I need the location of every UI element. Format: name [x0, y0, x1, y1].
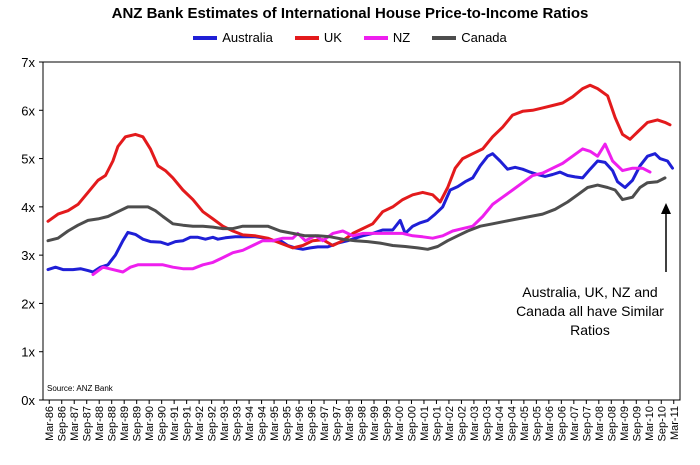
x-tick-label: Sep-05 [531, 406, 543, 441]
x-tick-label: Mar-94 [244, 406, 256, 441]
chart-title: ANZ Bank Estimates of International Hous… [111, 5, 589, 22]
x-tick-label: Mar-95 [269, 406, 281, 441]
source-note: Source: ANZ Bank [47, 384, 113, 393]
series-line-nz [91, 142, 652, 276]
x-tick-label: Mar-97 [319, 406, 331, 441]
annotation-text: Australia, UK, NZ and Canada all have Si… [505, 283, 675, 340]
series-line-uk [46, 83, 672, 250]
y-tick-label: 6x [21, 103, 35, 118]
x-tick-label: Mar-92 [194, 406, 206, 441]
x-tick-label: Mar-09 [619, 406, 631, 441]
y-tick-label: 0x [21, 393, 35, 408]
x-tick-label: Sep-09 [631, 406, 643, 441]
x-tick-label: Sep-94 [257, 406, 269, 441]
y-tick-label: 7x [21, 55, 35, 70]
legend-swatch-canada [432, 35, 457, 40]
x-tick-label: Mar-99 [369, 406, 381, 441]
y-tick-label: 4x [21, 200, 35, 215]
legend-item-nz: NZ [363, 30, 411, 45]
x-tick-label: Sep-00 [406, 406, 418, 441]
x-tick-label: Mar-89 [119, 406, 131, 441]
x-tick-label: Sep-95 [282, 406, 294, 441]
x-tick-label: Mar-08 [594, 406, 606, 441]
x-tick-label: Mar-10 [644, 406, 656, 441]
x-tick-label: Sep-91 [182, 406, 194, 441]
x-tick-label: Sep-88 [107, 406, 119, 441]
x-tick-label: Mar-07 [569, 406, 581, 441]
legend-swatch-nz [363, 35, 388, 40]
legend-swatch-uk [294, 35, 319, 40]
x-tick-label: Sep-04 [506, 406, 518, 441]
y-tick-label: 5x [21, 152, 35, 167]
x-tick-label: Sep-92 [207, 406, 219, 441]
x-tick-label: Sep-07 [581, 406, 593, 441]
x-tick-label: Sep-99 [381, 406, 393, 441]
x-tick-label: Sep-97 [332, 406, 344, 441]
legend-item-canada: Canada [432, 30, 507, 45]
legend-label-uk: UK [323, 30, 342, 45]
legend-swatch-australia [193, 35, 218, 40]
x-tick-label: Sep-01 [431, 406, 443, 441]
y-tick-label: 2x [21, 296, 35, 311]
x-tick-label: Mar-01 [419, 406, 431, 441]
legend-item-uk: UK [294, 30, 342, 45]
legend-item-australia: Australia [193, 30, 273, 45]
x-tick-label: Sep-10 [656, 406, 668, 441]
x-tick-label: Sep-96 [307, 406, 319, 441]
x-tick-label: Mar-87 [69, 406, 81, 441]
x-tick-label: Sep-86 [57, 406, 69, 441]
x-tick-label: Sep-02 [456, 406, 468, 441]
x-tick-label: Mar-03 [469, 406, 481, 441]
x-tick-label: Sep-08 [606, 406, 618, 441]
legend-label-nz: NZ [392, 30, 411, 45]
x-tick-label: Mar-00 [394, 406, 406, 441]
y-tick-label: 1x [21, 345, 35, 360]
x-tick-label: Mar-05 [519, 406, 531, 441]
plot-border [42, 61, 681, 401]
x-tick-label: Mar-06 [544, 406, 556, 441]
x-tick-label: Mar-11 [669, 406, 681, 440]
annotation-line-1: Australia, UK, NZ and [522, 284, 658, 300]
annotation-line-3: Ratios [570, 322, 610, 338]
x-tick-label: Mar-91 [169, 406, 181, 441]
legend: Australia UK NZ Canada [0, 30, 700, 45]
x-tick-label: Sep-90 [157, 406, 169, 441]
x-tick-label: Sep-03 [481, 406, 493, 441]
x-tick-label: Mar-98 [344, 406, 356, 441]
x-tick-label: Mar-88 [94, 406, 106, 441]
x-tick-label: Mar-93 [219, 406, 231, 441]
y-tick-label: 3x [21, 248, 35, 263]
x-tick-label: Sep-89 [132, 406, 144, 441]
series-line-canada [46, 176, 667, 251]
x-tick-label: Mar-90 [144, 406, 156, 441]
x-tick-label: Mar-96 [294, 406, 306, 441]
x-tick-label: Mar-04 [494, 406, 506, 441]
annotation-line-2: Canada all have Similar [516, 303, 664, 319]
legend-label-canada: Canada [461, 30, 507, 45]
annotation-arrow-head [661, 203, 671, 214]
x-tick-label: Sep-06 [556, 406, 568, 441]
series-line-australia [46, 152, 674, 274]
x-tick-label: Sep-87 [82, 406, 94, 441]
x-tick-label: Sep-98 [357, 406, 369, 441]
x-tick-label: Mar-86 [44, 406, 56, 441]
x-tick-label: Mar-02 [444, 406, 456, 441]
x-tick-label: Sep-93 [232, 406, 244, 441]
legend-label-australia: Australia [222, 30, 273, 45]
